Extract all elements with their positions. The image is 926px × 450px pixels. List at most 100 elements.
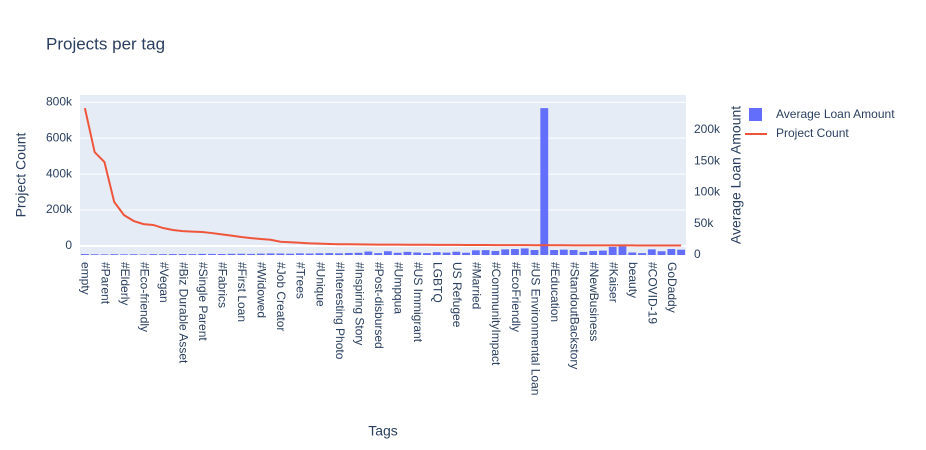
bar (667, 249, 676, 255)
y2-tick-label: 150k (694, 153, 721, 167)
x-tick-label: #Single Parent (196, 262, 210, 341)
x-tick-label: #Eco-friendly (137, 262, 151, 332)
bar (628, 252, 637, 255)
plot-area (80, 95, 686, 255)
bar (227, 253, 236, 255)
bar (374, 253, 383, 255)
x-tick-label: #First Loan (235, 262, 249, 322)
x-tick-label: GoDaddy (665, 262, 679, 313)
x-tick-label: #Interesting Photo (333, 262, 347, 360)
legend-swatch (749, 108, 762, 121)
bar (540, 108, 549, 255)
x-tick-label: #Umpqua (391, 262, 405, 314)
bar (139, 254, 148, 255)
bar (315, 253, 324, 255)
bar (677, 249, 686, 255)
bar (530, 250, 539, 255)
bar (413, 252, 422, 255)
bar (383, 251, 392, 255)
y-tick-label: 600k (46, 130, 73, 144)
bar (256, 253, 265, 255)
x-tick-label: #COVID-19 (646, 262, 660, 324)
bar (100, 254, 109, 255)
bar (491, 250, 500, 255)
bar (305, 253, 314, 255)
x-tick-label: empty (79, 262, 93, 295)
x-tick-label: #CommunityImpact (489, 262, 503, 366)
bar (354, 252, 363, 255)
bar (647, 249, 656, 255)
y-tick-label: 200k (46, 202, 73, 216)
bar (618, 246, 627, 255)
bar (217, 254, 226, 255)
x-tick-label: #Fabrics (216, 262, 230, 308)
bar (638, 253, 646, 255)
x-tick-label: #NewBusiness (587, 262, 601, 341)
bar (511, 249, 519, 255)
y2-tick-label: 200k (694, 122, 721, 136)
bar (550, 250, 558, 255)
x-tick-label: #Trees (294, 262, 308, 299)
bar (276, 253, 285, 255)
bar (462, 252, 470, 255)
bar (335, 253, 343, 255)
bar (589, 250, 598, 255)
bar (579, 251, 588, 255)
bar (442, 252, 451, 255)
bar (110, 254, 119, 255)
bar (266, 253, 275, 255)
y-tick-label: 400k (46, 166, 73, 180)
bar (198, 253, 207, 255)
x-tick-label: #Job Creator (274, 262, 288, 331)
bar (569, 250, 578, 255)
x-tick-label: #Parent (98, 262, 112, 305)
chart-title: Projects per tag (46, 34, 165, 53)
y-axis-title: Project Count (13, 132, 29, 217)
bar (188, 254, 197, 255)
x-tick-label: #Kaiser (607, 262, 621, 303)
bar (247, 253, 255, 255)
x-tick-label: #Post-disbursed (372, 262, 386, 349)
x-tick-label: US Refugee (450, 262, 464, 328)
bar (599, 250, 607, 255)
x-tick-label: #US Immigrant (411, 262, 425, 343)
bar (80, 254, 89, 255)
bar (423, 253, 431, 255)
x-tick-label: LGBTQ (431, 262, 445, 303)
x-tick-label: #Unique (313, 262, 327, 307)
x-tick-label: #EcoFriendly (509, 262, 523, 332)
y2-tick-label: 100k (694, 185, 721, 199)
x-tick-label: beauty (626, 262, 640, 298)
bar (393, 252, 402, 255)
bar (90, 254, 99, 255)
bar (432, 252, 441, 255)
line (83, 107, 682, 247)
x-tick-label: #StandoutBackstory (567, 262, 581, 369)
bar (286, 253, 295, 255)
bar (325, 253, 334, 255)
bar (481, 250, 490, 255)
bar (344, 253, 353, 255)
x-axis-title: Tags (368, 423, 398, 439)
y-tick-label: 0 (65, 238, 72, 252)
bar (208, 253, 216, 255)
y-tick-label: 800k (46, 94, 73, 108)
bar (120, 254, 128, 255)
y2-axis-title: Average Loan Amount (728, 106, 744, 244)
y2-tick-label: 50k (694, 216, 714, 230)
bar (520, 248, 529, 255)
bar (657, 251, 666, 255)
x-tick-label: #Vegan (157, 262, 171, 303)
bar (452, 251, 461, 255)
x-tick-label: #Elderly (118, 262, 132, 305)
x-tick-label: #Inspiring Story (352, 262, 366, 345)
x-tick-label: #Education (548, 262, 562, 322)
bar (149, 254, 158, 255)
x-tick-label: #Biz Durable Asset (176, 262, 190, 364)
bar (471, 250, 480, 255)
bar (129, 254, 138, 255)
bar (159, 254, 167, 255)
bar (178, 254, 187, 255)
bar (168, 254, 177, 255)
x-tick-label: #Married (470, 262, 484, 309)
